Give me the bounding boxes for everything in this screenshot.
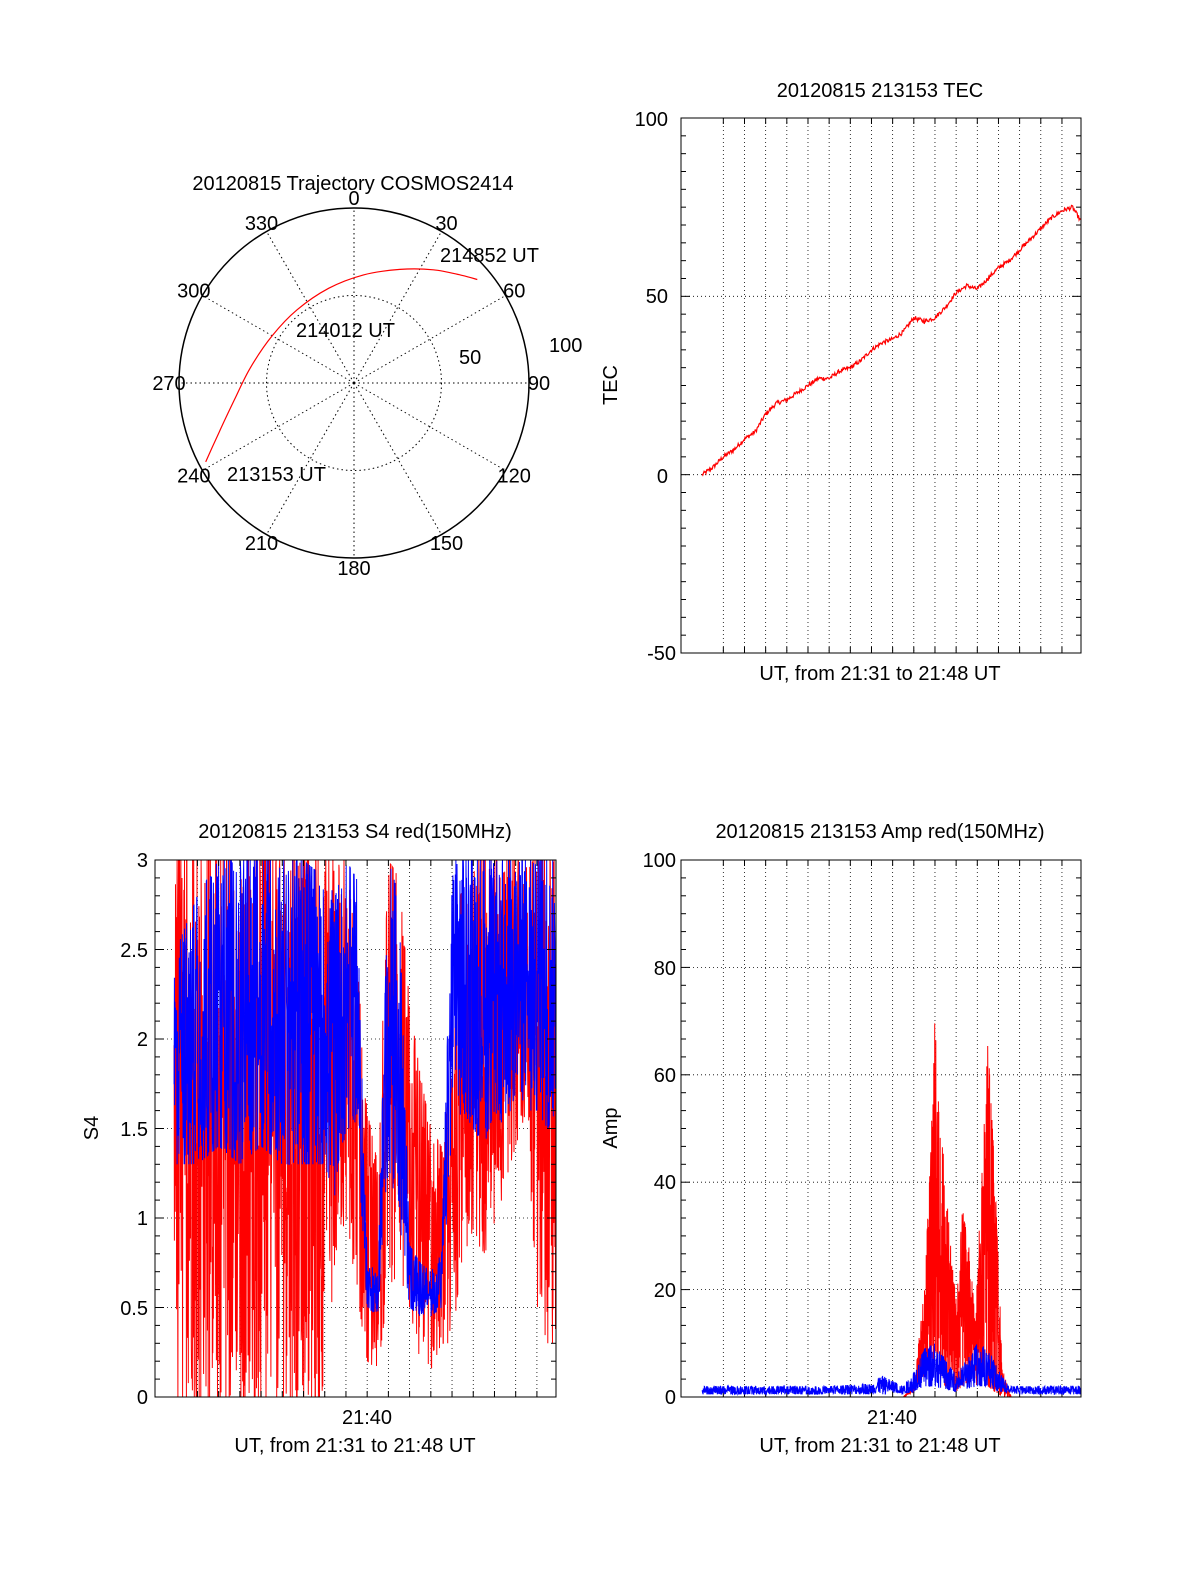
- amp-ylabel: Amp: [600, 1107, 622, 1148]
- tec-series-line: [701, 204, 1082, 477]
- s4-ytick-0: 0: [137, 1387, 148, 1409]
- amp-plot-frame: [680, 859, 1082, 1398]
- s4-ticks: [155, 859, 556, 1398]
- polar-azimuth-label: 330: [245, 213, 278, 235]
- s4-plot-frame: [154, 859, 557, 1398]
- s4-ytick-1: 1: [137, 1208, 148, 1230]
- s4-panel: 20120815 213153 S4 red(150MHz) 3 2.5 2 1…: [81, 821, 557, 1457]
- s4-ylabel: S4: [81, 1116, 103, 1140]
- tec-xlabel: UT, from 21:31 to 21:48 UT: [759, 663, 1000, 685]
- polar-outer-ring: [178, 207, 530, 559]
- amp-red-series: [902, 1023, 1012, 1398]
- polar-spoke: [353, 231, 442, 384]
- polar-grid: [178, 207, 530, 559]
- track-start-label: 213153 UT: [227, 464, 326, 486]
- polar-azimuth-label: 270: [152, 373, 185, 395]
- polar-azimuth-label: 210: [245, 533, 278, 555]
- s4-title: 20120815 213153 S4 red(150MHz): [198, 821, 512, 843]
- s4-plot-area: [155, 860, 556, 1397]
- polar-azimuth-label: 90: [528, 373, 550, 395]
- s4-blue-series: [173, 860, 556, 1317]
- amp-xtick-2140: 21:40: [867, 1407, 917, 1429]
- polar-ring-label-100: 100: [549, 335, 582, 357]
- amp-ticks: [681, 859, 1081, 1398]
- amp-xlabel: UT, from 21:31 to 21:48 UT: [759, 1435, 1000, 1457]
- polar-azimuth-label: 240: [177, 466, 210, 488]
- polar-azimuth-label: 150: [430, 533, 463, 555]
- tec-ytick-100: 100: [635, 109, 668, 131]
- polar-panel: 20120815 Trajectory COSMOS2414 0 30 60 90 12…: [152, 173, 582, 580]
- tec-ytick-50: 50: [646, 286, 668, 308]
- satellite-track: [205, 268, 478, 463]
- tec-plot-frame: [680, 117, 1082, 654]
- tec-ytick-0: 0: [657, 466, 668, 488]
- polar-ring-label-50: 50: [459, 347, 481, 369]
- tec-title: 20120815 213153 TEC: [777, 80, 983, 102]
- tec-grid: [681, 118, 1081, 653]
- polar-title: 20120815 Trajectory COSMOS2414: [192, 173, 513, 195]
- amp-ytick-80: 80: [654, 958, 676, 980]
- polar-azimuth-label: 120: [498, 466, 531, 488]
- amp-title: 20120815 213153 Amp red(150MHz): [715, 821, 1044, 843]
- s4-ytick-3: 3: [137, 850, 148, 872]
- s4-xtick-2140: 21:40: [342, 1407, 392, 1429]
- s4-ytick-0-5: 0.5: [120, 1298, 148, 1320]
- amp-grid: [681, 860, 1081, 1397]
- tec-ylabel: TEC: [600, 365, 622, 405]
- polar-azimuth-label: 60: [503, 281, 525, 303]
- polar-azimuth-labels: 0 30 60 90 120 150 180 210 240 270 300 330: [152, 188, 550, 580]
- track-end-label: 214852 UT: [440, 245, 539, 267]
- polar-spoke: [266, 382, 355, 535]
- polar-spoke: [202, 382, 355, 471]
- polar-azimuth-label: 180: [337, 558, 370, 580]
- polar-azimuth-label: 30: [435, 213, 457, 235]
- polar-inner-ring: [266, 295, 442, 471]
- amp-ytick-40: 40: [654, 1172, 676, 1194]
- amp-ytick-0: 0: [665, 1387, 676, 1409]
- amp-ytick-100: 100: [643, 850, 676, 872]
- polar-azimuth-label: 0: [348, 188, 359, 210]
- s4-ytick-1-5: 1.5: [120, 1119, 148, 1141]
- s4-ytick-2-5: 2.5: [120, 940, 148, 962]
- tec-ytick-neg50: -50: [647, 643, 676, 665]
- tec-ticks: [681, 117, 1081, 654]
- amp-blue-series: [701, 1343, 1082, 1397]
- track-mid-label: 214012 UT: [296, 320, 395, 342]
- amp-ytick-20: 20: [654, 1280, 676, 1302]
- amp-panel: 20120815 213153 Amp red(150MHz) 100 80 6…: [600, 821, 1082, 1457]
- amp-ytick-60: 60: [654, 1065, 676, 1087]
- s4-ytick-2: 2: [137, 1029, 148, 1051]
- s4-xlabel: UT, from 21:31 to 21:48 UT: [234, 1435, 475, 1457]
- tec-panel: 20120815 213153 TEC 100 50 0 -50 TEC UT,…: [600, 80, 1082, 685]
- polar-azimuth-label: 300: [177, 281, 210, 303]
